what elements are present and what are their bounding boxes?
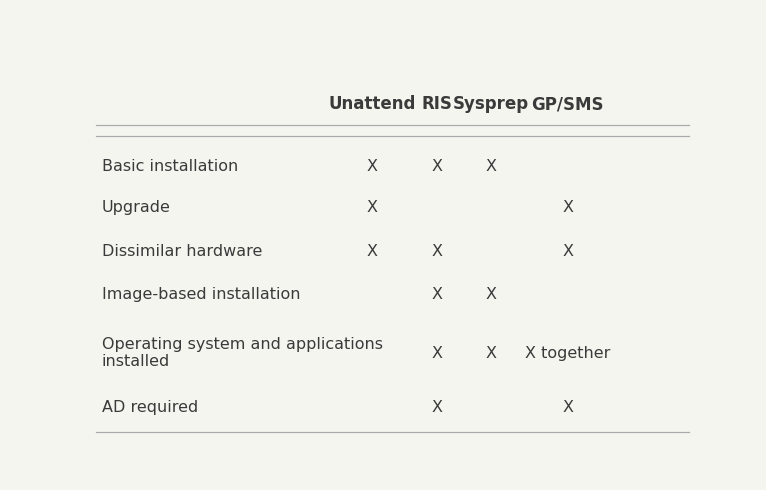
Text: X: X [366, 200, 378, 215]
Text: X: X [431, 345, 443, 361]
Text: AD required: AD required [102, 400, 198, 416]
Text: X: X [562, 400, 573, 416]
Text: Unattend: Unattend [328, 95, 415, 113]
Text: X: X [485, 159, 496, 174]
Text: X: X [431, 400, 443, 416]
Text: X: X [366, 244, 378, 259]
Text: Basic installation: Basic installation [102, 159, 238, 174]
Text: X: X [562, 200, 573, 215]
Text: Sysprep: Sysprep [453, 95, 529, 113]
Text: Dissimilar hardware: Dissimilar hardware [102, 244, 262, 259]
Text: X: X [562, 244, 573, 259]
Text: Image-based installation: Image-based installation [102, 287, 300, 302]
Text: X: X [431, 159, 443, 174]
Text: GP/SMS: GP/SMS [532, 95, 604, 113]
Text: X: X [485, 345, 496, 361]
Text: Upgrade: Upgrade [102, 200, 171, 215]
Text: X: X [485, 287, 496, 302]
Text: Operating system and applications
installed: Operating system and applications instal… [102, 337, 383, 369]
Text: X: X [366, 159, 378, 174]
Text: X: X [431, 287, 443, 302]
Text: X: X [431, 244, 443, 259]
Text: X together: X together [525, 345, 611, 361]
Text: RIS: RIS [421, 95, 453, 113]
